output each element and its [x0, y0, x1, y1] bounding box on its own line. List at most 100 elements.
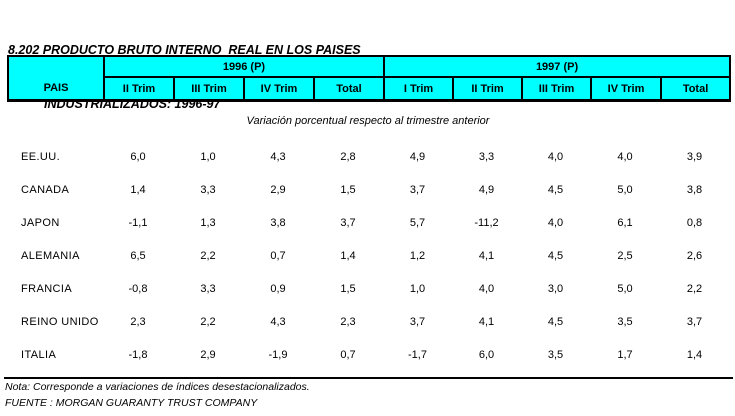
value-cell: 4,0 [547, 150, 564, 163]
column-group-1997: 1997 (P) [383, 55, 732, 78]
value-cell: -1,9 [268, 348, 288, 361]
gdp-table: EE.UU. 6,0 1,0 4,3 2,8 4,9 3,3 4,0 4,0 3,9 CANADA 1… [7, 140, 729, 371]
value-cell: 2,3 [130, 315, 146, 328]
value-cell: 3,7 [340, 216, 356, 229]
value-cell: 1,2 [409, 249, 426, 262]
country-cell: ALEMANIA [21, 249, 80, 262]
value-cell: 4,1 [478, 315, 495, 328]
footer-divider [4, 377, 733, 379]
value-cell: 2,2 [200, 249, 216, 262]
value-cell: 5,7 [409, 216, 426, 229]
value-cell: 1,5 [340, 282, 356, 295]
column-header-1996-total: Total [312, 76, 386, 102]
title-line-2: INDUSTRIALIZADOS: 1996-97 [44, 97, 221, 111]
gdp-table-header: PAIS 1996 (P) 1997 (P) II Trim III Trim … [7, 55, 732, 102]
value-cell: 6,5 [130, 249, 146, 262]
value-cell: 3,7 [409, 183, 426, 196]
country-cell: REINO UNIDO [21, 315, 99, 328]
value-cell: -0,8 [128, 282, 148, 295]
table-row: ALEMANIA 6,5 2,2 0,7 1,4 1,2 4,1 4,5 2,5 2,6 [7, 239, 729, 272]
table-subtitle: Variación porcentual respecto al trimest… [246, 115, 490, 127]
value-cell: 4,9 [478, 183, 495, 196]
value-cell: 3,0 [547, 282, 564, 295]
value-cell: 1,0 [200, 150, 216, 163]
value-cell: 0,7 [340, 348, 356, 361]
country-cell: FRANCIA [21, 282, 73, 295]
value-cell: 3,3 [478, 150, 495, 163]
value-cell: 1,3 [200, 216, 216, 229]
table-row: EE.UU. 6,0 1,0 4,3 2,8 4,9 3,3 4,0 4,0 3,9 [7, 140, 729, 173]
value-cell: 2,5 [617, 249, 633, 262]
value-cell: 0,8 [686, 216, 703, 229]
country-cell: JAPON [21, 216, 60, 229]
table-row: ITALIA -1,8 2,9 -1,9 0,7 -1,7 6,0 3,5 1,7 1,4 [7, 338, 729, 371]
value-cell: 1,4 [130, 183, 146, 196]
title-line-1: 8.202 PRODUCTO BRUTO INTERNO REAL EN LOS… [8, 43, 361, 57]
value-cell: 3,7 [686, 315, 703, 328]
page-title: 8.202 PRODUCTO BRUTO INTERNO REAL EN LOS… [8, 5, 361, 149]
value-cell: 4,1 [478, 249, 495, 262]
value-cell: 4,5 [547, 183, 564, 196]
value-cell: 2,2 [200, 315, 216, 328]
value-cell: 3,3 [200, 183, 216, 196]
value-cell: -1,1 [128, 216, 148, 229]
value-cell: 3,3 [200, 282, 216, 295]
value-cell: 2,9 [200, 348, 216, 361]
value-cell: 2,6 [686, 249, 703, 262]
source-note: FUENTE : MORGAN GUARANTY TRUST COMPANY [5, 397, 258, 409]
column-header-1997-ii-trim: II Trim [452, 76, 524, 102]
table-row: CANADA 1,4 3,3 2,9 1,5 3,7 4,9 4,5 5,0 3,8 [7, 173, 729, 206]
table-row: JAPON -1,1 1,3 3,8 3,7 5,7 -11,2 4,0 6,1 0,8 [7, 206, 729, 239]
column-header-1997-iv-trim: IV Trim [590, 76, 663, 102]
column-header-1997-total: Total [660, 76, 732, 102]
value-cell: -1,8 [128, 348, 148, 361]
column-group-1996: 1996 (P) [102, 55, 386, 78]
value-cell: 6,1 [617, 216, 633, 229]
value-cell: -11,2 [474, 216, 499, 229]
value-cell: 4,3 [270, 150, 286, 163]
value-cell: 1,5 [340, 183, 356, 196]
value-cell: 6,0 [130, 150, 146, 163]
table-row: FRANCIA -0,8 3,3 0,9 1,5 1,0 4,0 3,0 5,0 2,2 [7, 272, 729, 305]
column-header-pais: PAIS [7, 55, 105, 102]
value-cell: 4,3 [270, 315, 286, 328]
value-cell: 1,0 [409, 282, 426, 295]
value-cell: 4,0 [617, 150, 633, 163]
value-cell: 1,4 [686, 348, 703, 361]
value-cell: 0,7 [270, 249, 286, 262]
value-cell: 4,9 [409, 150, 426, 163]
footnote: Nota: Corresponde a variaciones de índic… [5, 381, 310, 393]
country-cell: EE.UU. [21, 150, 61, 163]
value-cell: 4,5 [547, 249, 564, 262]
value-cell: 2,3 [340, 315, 356, 328]
value-cell: 1,7 [617, 348, 633, 361]
value-cell: 5,0 [617, 282, 633, 295]
value-cell: 2,8 [340, 150, 356, 163]
value-cell: 3,5 [617, 315, 633, 328]
value-cell: 2,9 [270, 183, 286, 196]
column-header-1997-i-trim: I Trim [383, 76, 455, 102]
column-header-1996-ii-trim: II Trim [103, 76, 175, 102]
value-cell: 3,9 [686, 150, 703, 163]
value-cell: 4,0 [478, 282, 495, 295]
value-cell: 6,0 [478, 348, 495, 361]
country-cell: CANADA [21, 183, 70, 196]
value-cell: 4,5 [547, 315, 564, 328]
data-table-body: EE.UU. 6,0 1,0 4,3 2,8 4,9 3,3 4,0 4,0 3,9 CANADA 1… [7, 140, 729, 371]
value-cell: 3,7 [409, 315, 426, 328]
value-cell: 3,8 [270, 216, 286, 229]
value-cell: 0,9 [270, 282, 286, 295]
country-cell: ITALIA [21, 348, 57, 361]
value-cell: 3,8 [686, 183, 703, 196]
value-cell: 1,4 [340, 249, 356, 262]
value-cell: 3,5 [547, 348, 564, 361]
value-cell: 2,2 [686, 282, 703, 295]
value-cell: 5,0 [617, 183, 633, 196]
column-header-1997-iii-trim: III Trim [521, 76, 593, 102]
column-header-1996-iii-trim: III Trim [173, 76, 245, 102]
value-cell: -1,7 [408, 348, 427, 361]
table-row: REINO UNIDO 2,3 2,2 4,3 2,3 3,7 4,1 4,5 3,5 3,7 [7, 305, 729, 338]
value-cell: 4,0 [547, 216, 564, 229]
column-header-1996-iv-trim: IV Trim [243, 76, 315, 102]
